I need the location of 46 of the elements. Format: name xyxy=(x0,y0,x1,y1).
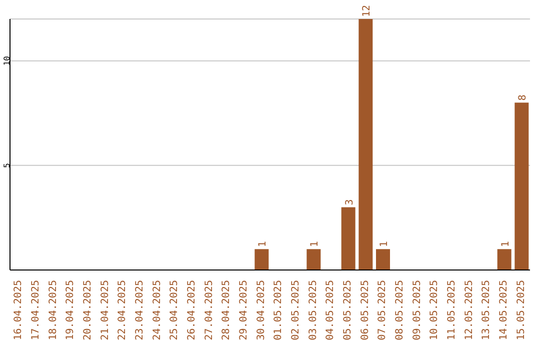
x-tick-label: 23.04.2025 xyxy=(134,280,146,340)
x-tick-label: 19.04.2025 xyxy=(65,280,76,340)
bar xyxy=(358,19,373,270)
data-label: 1 xyxy=(258,241,269,248)
y-tick-label: 10 xyxy=(2,56,12,66)
x-tick-label: 21.04.2025 xyxy=(100,280,111,340)
x-tick-label: 02.05.2025 xyxy=(290,280,302,340)
x-tick-label: 28.04.2025 xyxy=(221,280,232,340)
x-tick-label: 08.05.2025 xyxy=(394,280,406,340)
x-tick-label: 10.05.2025 xyxy=(429,280,440,340)
x-tick-label: 09.05.2025 xyxy=(412,280,423,340)
x-tick-label: 06.05.2025 xyxy=(360,280,371,340)
x-tick-label: 12.05.2025 xyxy=(464,280,475,340)
x-tick-label: 30.04.2025 xyxy=(256,280,267,340)
x-tick-label: 29.04.2025 xyxy=(238,280,250,340)
x-tick-label: 26.04.2025 xyxy=(186,280,198,340)
x-tick-label: 05.05.2025 xyxy=(342,280,354,340)
x-tick-label: 20.04.2025 xyxy=(82,280,94,340)
y-tick-label: 5 xyxy=(2,162,12,168)
data-label: 1 xyxy=(500,241,512,248)
data-label: 1 xyxy=(379,241,390,248)
x-tick-label: 27.04.2025 xyxy=(204,280,215,340)
x-tick-label: 11.05.2025 xyxy=(446,280,458,340)
data-label: 3 xyxy=(344,199,356,206)
x-tick-label: 03.05.2025 xyxy=(308,280,319,340)
x-tick-label: 18.04.2025 xyxy=(48,280,59,340)
bar xyxy=(376,249,390,270)
bar xyxy=(497,249,512,270)
bar xyxy=(341,207,356,270)
bar xyxy=(514,102,529,270)
x-tick-label: 15.05.2025 xyxy=(516,280,527,340)
bar xyxy=(306,249,321,270)
x-tick-label: 01.05.2025 xyxy=(273,280,284,340)
x-tick-label: 13.05.2025 xyxy=(481,280,492,340)
x-tick-label: 22.04.2025 xyxy=(117,280,128,340)
x-tick-label: 16.04.2025 xyxy=(13,280,24,340)
x-tick-label: 24.04.2025 xyxy=(152,280,163,340)
x-tick-label: 14.05.2025 xyxy=(498,280,510,340)
data-label: 12 xyxy=(362,4,373,17)
x-tick-label: 25.04.2025 xyxy=(169,280,180,340)
data-label: 8 xyxy=(518,94,529,101)
data-label: 1 xyxy=(310,241,321,248)
x-tick-label: 07.05.2025 xyxy=(377,280,388,340)
x-tick-label: 17.04.2025 xyxy=(30,280,42,340)
x-tick-label: 04.05.2025 xyxy=(325,280,336,340)
bar xyxy=(254,249,269,270)
